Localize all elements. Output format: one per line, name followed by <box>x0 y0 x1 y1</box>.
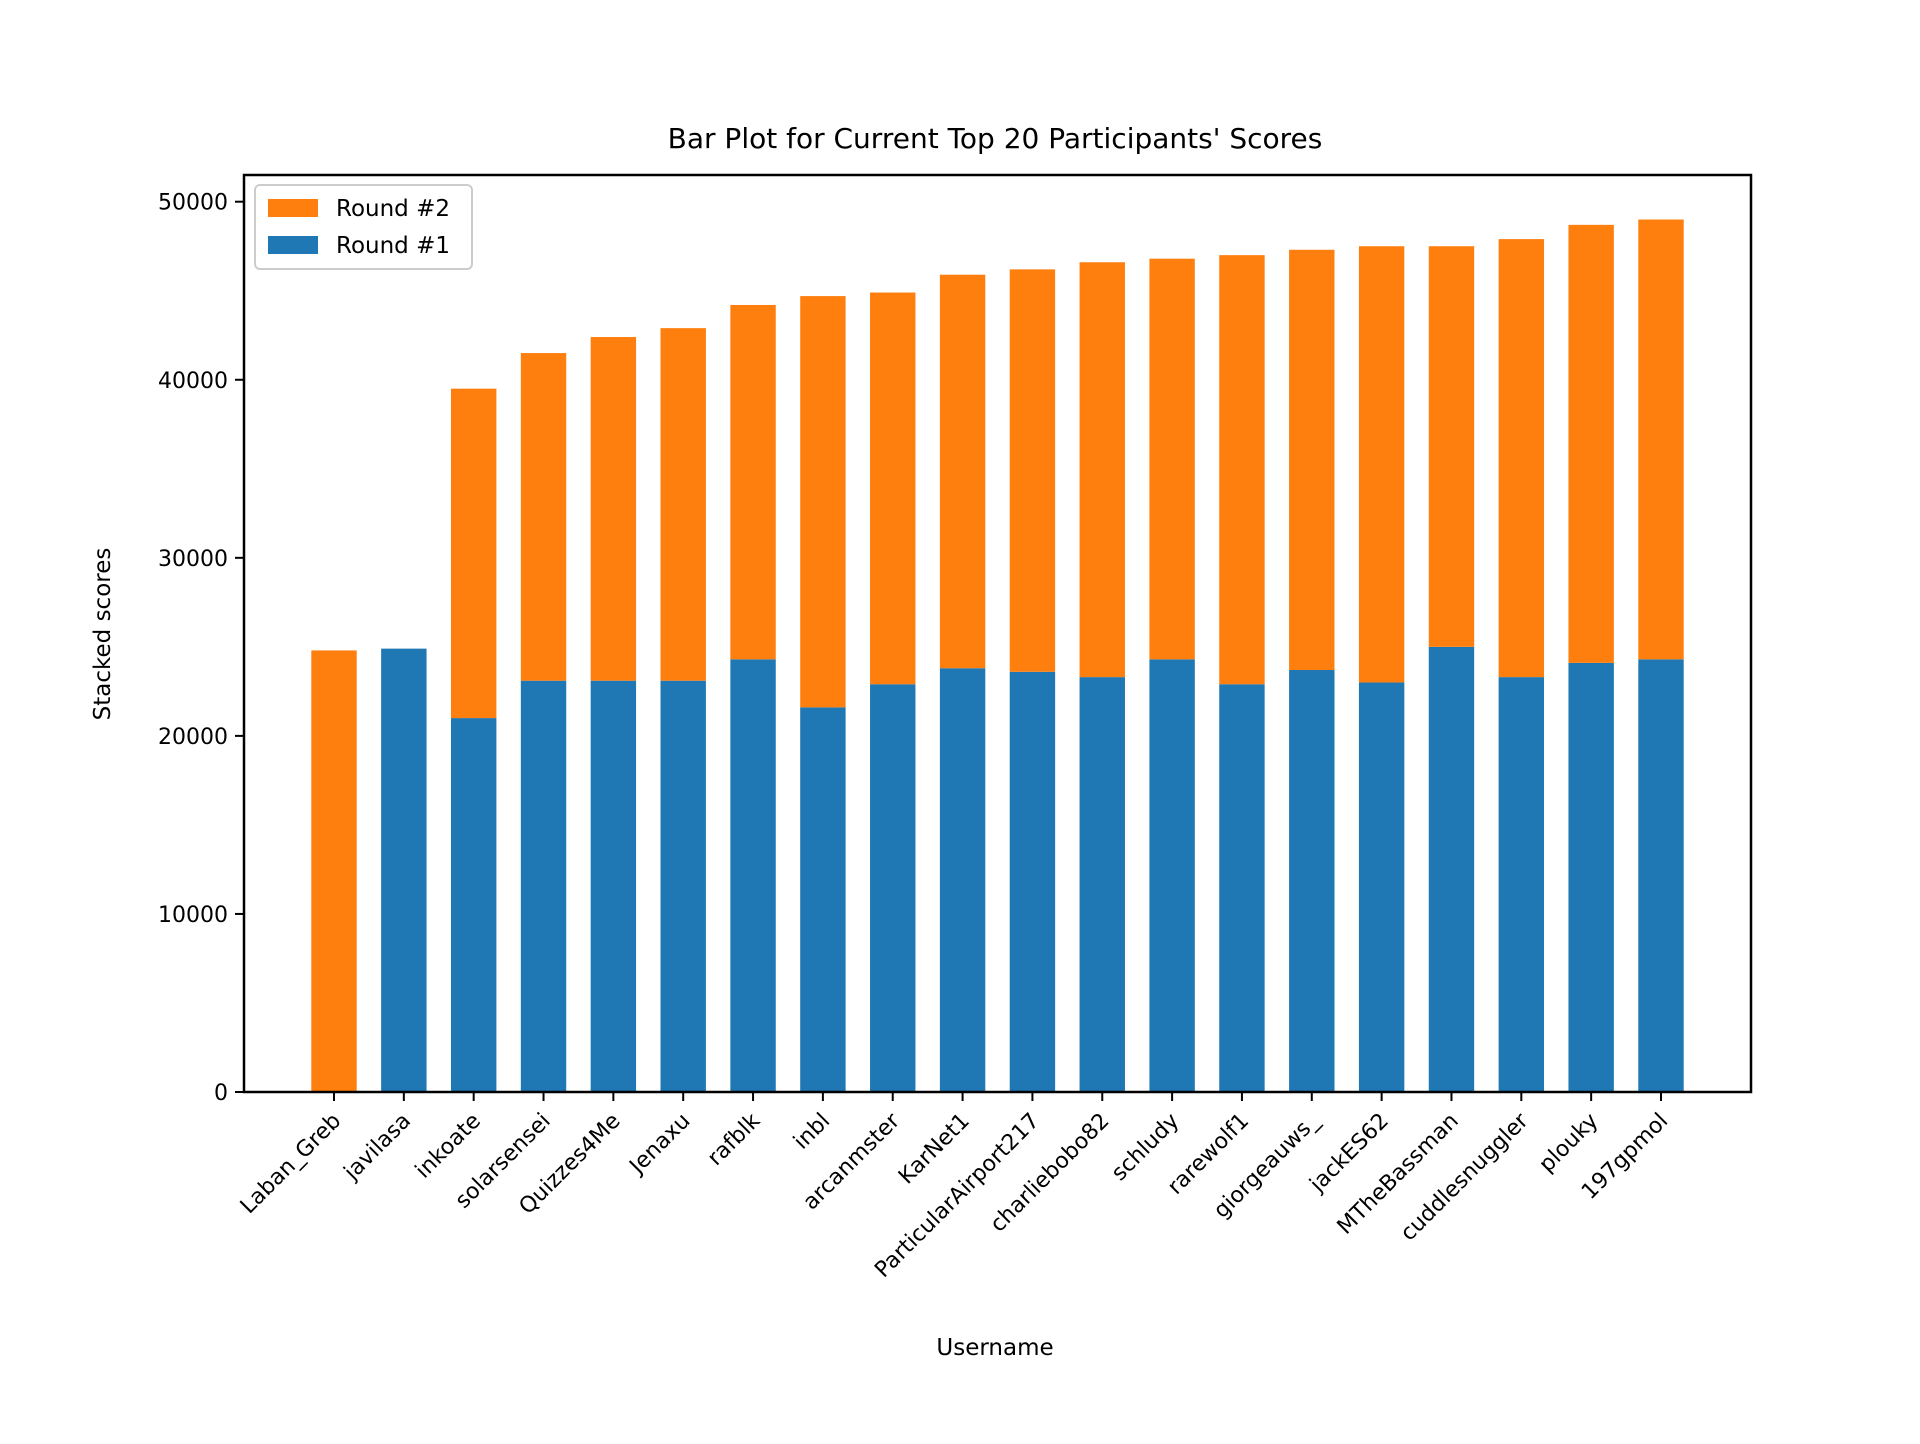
bar-round-1-giorgeauws_ <box>1289 670 1335 1092</box>
bar-round-1-Quizzes4Me <box>590 680 637 1092</box>
y-tick-label: 50000 <box>158 191 228 216</box>
bar-round-2-schludy <box>1149 258 1195 660</box>
bar-round-1-schludy <box>1149 659 1195 1092</box>
y-tick-label: 20000 <box>158 725 228 750</box>
bar-round-1-KarNet1 <box>939 668 986 1092</box>
bar-round-2-197gpmol <box>1638 219 1684 660</box>
bar-round-1-rarewolf1 <box>1219 684 1265 1092</box>
bar-round-2-plouky <box>1568 224 1614 663</box>
bar-round-1-javilasa <box>381 648 427 1092</box>
bar-round-1-jackES62 <box>1358 682 1405 1092</box>
bar-round-2-cuddlesnuggler <box>1498 239 1545 678</box>
plot-frame <box>242 173 1753 1094</box>
y-axis-ticks: 0 10000 20000 30000 40000 50000 <box>158 191 244 1106</box>
bar-round-1-197gpmol <box>1638 659 1684 1092</box>
bar-round-2-ParticularAirport217 <box>1009 269 1056 672</box>
bar-round-1-solarsensei <box>520 680 567 1092</box>
legend-label-round-2: Round #2 <box>336 196 450 222</box>
bar-round-1-MTheBassman <box>1428 646 1475 1092</box>
chart-title: Bar Plot for Current Top 20 Participants… <box>668 122 1323 155</box>
bar-round-1-arcanmster <box>870 684 916 1092</box>
bar-round-1-rafblk <box>730 659 776 1092</box>
legend: Round #2 Round #1 <box>254 184 473 270</box>
bar-round-2-Jenaxu <box>660 328 706 681</box>
bar-round-1-ParticularAirport217 <box>1009 671 1056 1092</box>
bar-round-2-arcanmster <box>870 292 916 685</box>
bar-round-1-inbl <box>800 707 846 1092</box>
bar-round-2-Quizzes4Me <box>590 337 637 681</box>
y-axis-label: Stacked scores <box>90 548 116 721</box>
bar-round-2-charliebobo82 <box>1079 262 1125 678</box>
legend-swatch-round-2 <box>268 199 318 217</box>
bar-round-2-inkoate <box>450 388 497 719</box>
bar-round-2-inbl <box>800 296 846 708</box>
y-tick-label: 30000 <box>158 547 228 572</box>
bar-round-1-inkoate <box>450 718 497 1092</box>
bar-round-1-cuddlesnuggler <box>1498 677 1545 1092</box>
y-tick-label: 0 <box>214 1081 228 1106</box>
bar-round-2-Laban_Greb <box>311 650 357 1092</box>
legend-swatch-round-1 <box>268 236 318 254</box>
bar-round-2-KarNet1 <box>939 274 986 669</box>
bar-round-1-Jenaxu <box>660 680 706 1092</box>
bar-round-1-plouky <box>1568 662 1614 1092</box>
x-axis-label: Username <box>936 1335 1053 1361</box>
legend-label-round-1: Round #1 <box>336 233 450 259</box>
bar-round-2-rafblk <box>730 304 776 660</box>
y-tick-label: 10000 <box>158 903 228 928</box>
bar-round-2-MTheBassman <box>1428 246 1475 647</box>
y-tick-label: 40000 <box>158 369 228 394</box>
bar-round-2-giorgeauws_ <box>1289 249 1335 670</box>
bar-round-2-solarsensei <box>520 353 567 681</box>
bars-group <box>311 219 1684 1092</box>
bar-round-1-charliebobo82 <box>1079 677 1125 1092</box>
bar-round-2-rarewolf1 <box>1219 255 1265 685</box>
bar-round-2-jackES62 <box>1358 246 1405 683</box>
